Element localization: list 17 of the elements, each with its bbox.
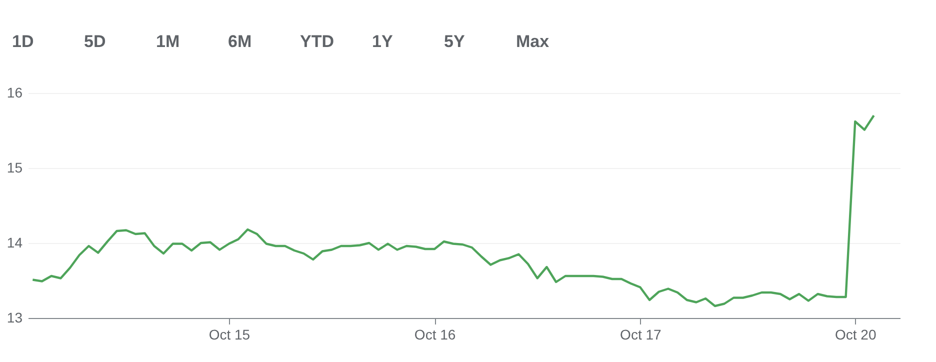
x-tick-label: Oct 15 [208, 326, 250, 342]
x-tick-label: Oct 17 [620, 326, 662, 342]
x-tick-label: Oct 16 [414, 326, 456, 342]
text: 5Y [444, 32, 466, 51]
text: 1M [156, 32, 180, 51]
text: 1D [12, 32, 34, 51]
text: Max [516, 32, 550, 51]
text: 1Y [372, 32, 394, 51]
y-tick-label: 13 [6, 310, 23, 326]
text: 6M [228, 32, 252, 51]
text: YTD [300, 32, 334, 51]
y-tick-label: 16 [6, 84, 23, 100]
line-series [32, 114, 875, 308]
y-tick-label: 14 [6, 234, 23, 250]
text: 5D [84, 32, 106, 51]
x-tick-label: Oct 20 [835, 326, 876, 342]
y-tick-label: 15 [6, 160, 23, 176]
